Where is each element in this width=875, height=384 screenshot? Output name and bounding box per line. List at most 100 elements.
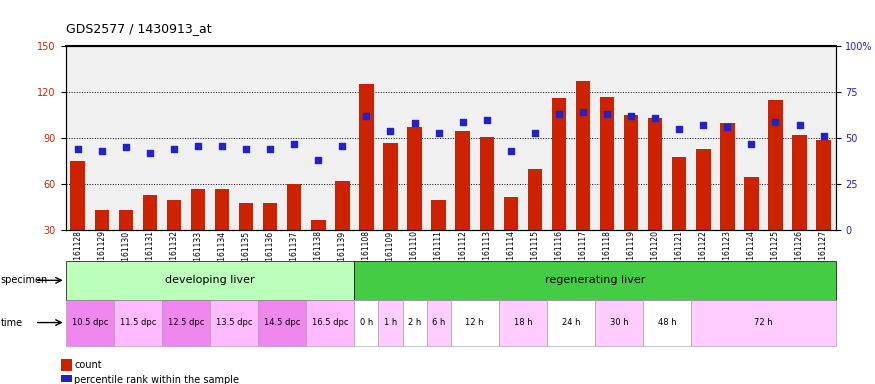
Bar: [480, 137, 494, 230]
Text: 12 h: 12 h: [466, 318, 484, 327]
Point: [263, 146, 277, 152]
Text: time: time: [1, 318, 23, 328]
Bar: [66, 261, 354, 300]
Text: GSM161108: GSM161108: [362, 230, 371, 276]
Text: GSM161116: GSM161116: [555, 230, 564, 276]
Bar: [383, 143, 397, 230]
Bar: [119, 210, 133, 230]
Bar: [672, 157, 687, 230]
Text: GSM161117: GSM161117: [578, 230, 587, 276]
Text: 16.5 dpc: 16.5 dpc: [312, 318, 348, 327]
Text: percentile rank within the sample: percentile rank within the sample: [74, 375, 240, 384]
Bar: [576, 81, 591, 230]
Point: [528, 130, 542, 136]
Text: 0 h: 0 h: [360, 318, 373, 327]
Text: GSM161132: GSM161132: [170, 230, 178, 276]
Text: 2 h: 2 h: [408, 318, 421, 327]
Bar: [402, 300, 427, 346]
Text: GSM161138: GSM161138: [314, 230, 323, 276]
Point: [167, 146, 181, 152]
Point: [624, 113, 638, 119]
Text: GSM161113: GSM161113: [482, 230, 491, 276]
Bar: [648, 118, 662, 230]
Bar: [696, 149, 710, 230]
Point: [456, 119, 470, 125]
Point: [504, 148, 518, 154]
Text: GSM161109: GSM161109: [386, 230, 395, 276]
Point: [215, 142, 229, 149]
Point: [360, 113, 374, 119]
Text: GSM161121: GSM161121: [675, 230, 683, 276]
Text: 6 h: 6 h: [432, 318, 445, 327]
Text: GSM161119: GSM161119: [626, 230, 635, 276]
Bar: [66, 300, 114, 346]
Bar: [499, 300, 547, 346]
Bar: [94, 210, 109, 230]
Point: [552, 111, 566, 118]
Point: [816, 133, 830, 139]
Text: GSM161126: GSM161126: [795, 230, 804, 276]
Text: GSM161110: GSM161110: [410, 230, 419, 276]
Bar: [215, 189, 229, 230]
Bar: [600, 97, 614, 230]
Text: GSM161123: GSM161123: [723, 230, 732, 276]
Bar: [456, 131, 470, 230]
Text: GSM161139: GSM161139: [338, 230, 346, 276]
Bar: [167, 200, 181, 230]
Bar: [360, 84, 374, 230]
Text: GDS2577 / 1430913_at: GDS2577 / 1430913_at: [66, 22, 211, 35]
Point: [119, 144, 133, 151]
Bar: [258, 300, 306, 346]
Point: [408, 121, 422, 127]
Text: 14.5 dpc: 14.5 dpc: [264, 318, 300, 327]
Point: [768, 119, 782, 125]
Text: GSM161114: GSM161114: [507, 230, 515, 276]
Bar: [114, 300, 162, 346]
Bar: [595, 300, 643, 346]
Text: regenerating liver: regenerating liver: [545, 275, 645, 285]
Text: 11.5 dpc: 11.5 dpc: [120, 318, 156, 327]
Text: 24 h: 24 h: [562, 318, 580, 327]
Point: [672, 126, 686, 132]
Text: developing liver: developing liver: [165, 275, 255, 285]
Text: GSM161124: GSM161124: [747, 230, 756, 276]
Text: specimen: specimen: [1, 275, 48, 285]
Text: GSM161118: GSM161118: [603, 230, 612, 276]
Bar: [528, 169, 542, 230]
Point: [312, 157, 326, 164]
Bar: [354, 300, 379, 346]
Point: [287, 141, 301, 147]
Text: GSM161130: GSM161130: [122, 230, 130, 276]
Text: GSM161137: GSM161137: [290, 230, 298, 276]
Text: GSM161134: GSM161134: [218, 230, 227, 276]
Text: GSM161120: GSM161120: [651, 230, 660, 276]
Point: [143, 150, 157, 156]
Bar: [745, 177, 759, 230]
Bar: [191, 189, 206, 230]
Bar: [306, 300, 354, 346]
Text: GSM161133: GSM161133: [193, 230, 202, 276]
Point: [720, 124, 734, 130]
Bar: [287, 184, 301, 230]
Point: [191, 142, 205, 149]
Point: [239, 146, 253, 152]
Bar: [143, 195, 158, 230]
Text: GSM161127: GSM161127: [819, 230, 828, 276]
Bar: [547, 300, 595, 346]
Text: 13.5 dpc: 13.5 dpc: [216, 318, 252, 327]
Text: GSM161136: GSM161136: [266, 230, 275, 276]
Text: 1 h: 1 h: [384, 318, 397, 327]
Point: [696, 122, 710, 128]
Point: [94, 148, 108, 154]
Text: 72 h: 72 h: [754, 318, 773, 327]
Bar: [162, 300, 210, 346]
Bar: [263, 203, 277, 230]
Bar: [643, 300, 691, 346]
Text: 10.5 dpc: 10.5 dpc: [72, 318, 108, 327]
Point: [745, 141, 759, 147]
Text: 12.5 dpc: 12.5 dpc: [168, 318, 204, 327]
Text: GSM161115: GSM161115: [530, 230, 539, 276]
Text: count: count: [74, 360, 102, 370]
Bar: [691, 300, 836, 346]
Point: [600, 111, 614, 118]
